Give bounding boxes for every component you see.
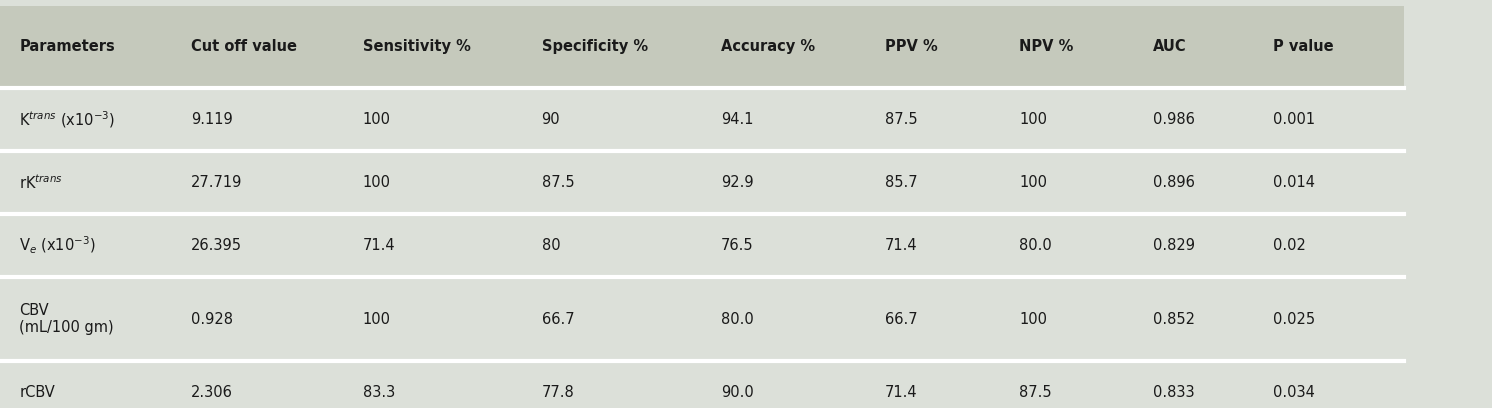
Text: 83.3: 83.3 <box>363 385 395 400</box>
Text: 87.5: 87.5 <box>542 175 574 190</box>
Text: 100: 100 <box>1019 312 1047 327</box>
Text: 71.4: 71.4 <box>885 385 918 400</box>
Text: 27.719: 27.719 <box>191 175 242 190</box>
Text: Parameters: Parameters <box>19 40 115 54</box>
Text: 0.034: 0.034 <box>1273 385 1314 400</box>
Text: 0.986: 0.986 <box>1153 112 1195 127</box>
Text: Accuracy %: Accuracy % <box>721 40 815 54</box>
Bar <box>0 6 1404 88</box>
Text: 0.829: 0.829 <box>1153 238 1195 253</box>
Text: 92.9: 92.9 <box>721 175 753 190</box>
Text: 80.0: 80.0 <box>1019 238 1052 253</box>
Bar <box>0 277 1404 361</box>
Bar <box>0 88 1404 151</box>
Text: 87.5: 87.5 <box>885 112 918 127</box>
Text: V$_e$ (x10$^{-3}$): V$_e$ (x10$^{-3}$) <box>19 235 95 256</box>
Text: NPV %: NPV % <box>1019 40 1073 54</box>
Text: 66.7: 66.7 <box>885 312 918 327</box>
Text: P value: P value <box>1273 40 1334 54</box>
Text: rCBV: rCBV <box>19 385 55 400</box>
Text: 9.119: 9.119 <box>191 112 233 127</box>
Text: 71.4: 71.4 <box>363 238 395 253</box>
Text: 26.395: 26.395 <box>191 238 242 253</box>
Text: 0.025: 0.025 <box>1273 312 1314 327</box>
Bar <box>0 361 1404 408</box>
Text: 100: 100 <box>363 112 391 127</box>
Text: 100: 100 <box>1019 175 1047 190</box>
Text: 90.0: 90.0 <box>721 385 753 400</box>
Text: 80: 80 <box>542 238 560 253</box>
Text: 0.833: 0.833 <box>1153 385 1195 400</box>
Text: 0.928: 0.928 <box>191 312 233 327</box>
Bar <box>0 151 1404 214</box>
Text: 0.001: 0.001 <box>1273 112 1314 127</box>
Text: PPV %: PPV % <box>885 40 937 54</box>
Text: Specificity %: Specificity % <box>542 40 648 54</box>
Text: 87.5: 87.5 <box>1019 385 1052 400</box>
Text: 0.02: 0.02 <box>1273 238 1306 253</box>
Text: 0.896: 0.896 <box>1153 175 1195 190</box>
Text: 77.8: 77.8 <box>542 385 574 400</box>
Text: 85.7: 85.7 <box>885 175 918 190</box>
Text: K$^{trans}$ (x10$^{-3}$): K$^{trans}$ (x10$^{-3}$) <box>19 109 115 130</box>
Text: 80.0: 80.0 <box>721 312 753 327</box>
Text: 66.7: 66.7 <box>542 312 574 327</box>
Text: 100: 100 <box>363 175 391 190</box>
Text: 0.014: 0.014 <box>1273 175 1314 190</box>
Text: AUC: AUC <box>1153 40 1188 54</box>
Text: 0.852: 0.852 <box>1153 312 1195 327</box>
Text: 90: 90 <box>542 112 560 127</box>
Text: 2.306: 2.306 <box>191 385 233 400</box>
Text: rK$^{trans}$: rK$^{trans}$ <box>19 173 63 192</box>
Text: 71.4: 71.4 <box>885 238 918 253</box>
Text: Cut off value: Cut off value <box>191 40 297 54</box>
Text: Sensitivity %: Sensitivity % <box>363 40 470 54</box>
Text: 76.5: 76.5 <box>721 238 753 253</box>
Bar <box>0 214 1404 277</box>
Text: 100: 100 <box>363 312 391 327</box>
Text: 94.1: 94.1 <box>721 112 753 127</box>
Text: 100: 100 <box>1019 112 1047 127</box>
Text: CBV
(mL/100 gm): CBV (mL/100 gm) <box>19 303 113 335</box>
